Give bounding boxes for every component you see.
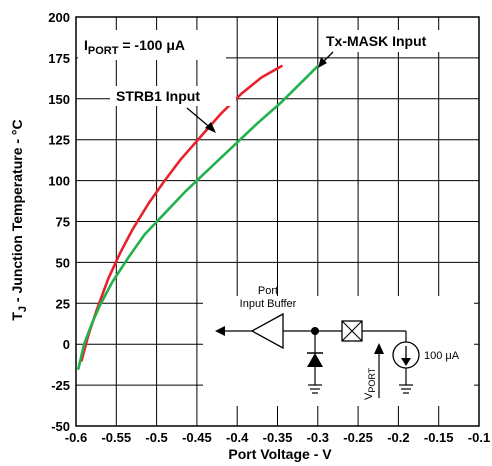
inset-buffer-label-line2: Input Buffer (240, 298, 297, 310)
current-label: 100 μA (424, 350, 460, 362)
series-line-strb1 (80, 64, 283, 362)
iport-label-bg (78, 30, 226, 60)
inset-background (203, 296, 474, 406)
y-tick-label: 100 (48, 174, 70, 189)
y-tick-label: 25 (56, 296, 70, 311)
x-axis-label: Port Voltage - V (228, 446, 332, 462)
x-tick-label: -0.1 (468, 430, 490, 445)
x-tick-label: -0.2 (387, 430, 409, 445)
y-tick-label: 0 (63, 337, 70, 352)
current-arrow-head (401, 358, 411, 366)
series-line-txmask (77, 64, 320, 371)
y-tick-label: 50 (56, 255, 70, 270)
x-tick-label: -0.55 (101, 430, 131, 445)
txmask-arrowhead (318, 57, 327, 68)
x-tick-label: -0.6 (65, 430, 87, 445)
strb1-annotation: STRB1 Input (116, 88, 200, 104)
y-tick-label: 75 (56, 215, 70, 230)
y-tick-label: -25 (51, 378, 70, 393)
x-tick-label: -0.45 (182, 430, 212, 445)
vport-label: VPORT (363, 367, 377, 400)
vport-arrowhead (374, 343, 384, 354)
iport-annotation: IPORT = -100 μA (84, 37, 185, 57)
y-tick-label: 125 (48, 133, 70, 148)
txmask-annotation: Tx-MASK Input (326, 33, 427, 49)
y-tick-label: -50 (51, 419, 70, 434)
y-tick-label: 175 (48, 51, 70, 66)
y-tick-label: 200 (48, 10, 70, 25)
x-tick-label: -0.35 (263, 430, 293, 445)
inset-buffer-label-line1: Port (258, 285, 278, 297)
port-pad-x2 (341, 320, 363, 342)
x-tick-label: -0.15 (424, 430, 454, 445)
grid (75, 16, 480, 427)
inset-schematic: Port Input Buffer 100 μA (215, 285, 460, 400)
strb1-arrowhead (205, 122, 216, 133)
y-axis-label: TJ - Junction Temperature - °C (9, 119, 29, 320)
y-tick-labels: 200 175 150 125 100 75 50 25 0 -25 -50 (48, 10, 70, 434)
x-tick-label: -0.3 (307, 430, 329, 445)
x-tick-label: -0.4 (226, 430, 249, 445)
x-tick-label: -0.25 (343, 430, 373, 445)
buffer-output-arrowhead (215, 326, 225, 336)
x-tick-label: -0.5 (145, 430, 167, 445)
x-tick-labels: -0.6 -0.55 -0.5 -0.45 -0.4 -0.35 -0.3 -0.25 -0.2… (65, 430, 490, 445)
plot-border (75, 16, 480, 427)
strb1-label-bg (110, 86, 236, 106)
txmask-label-bg (322, 30, 468, 52)
y-tick-label: 150 (48, 92, 70, 107)
series (77, 64, 320, 371)
diode-icon (307, 353, 323, 367)
